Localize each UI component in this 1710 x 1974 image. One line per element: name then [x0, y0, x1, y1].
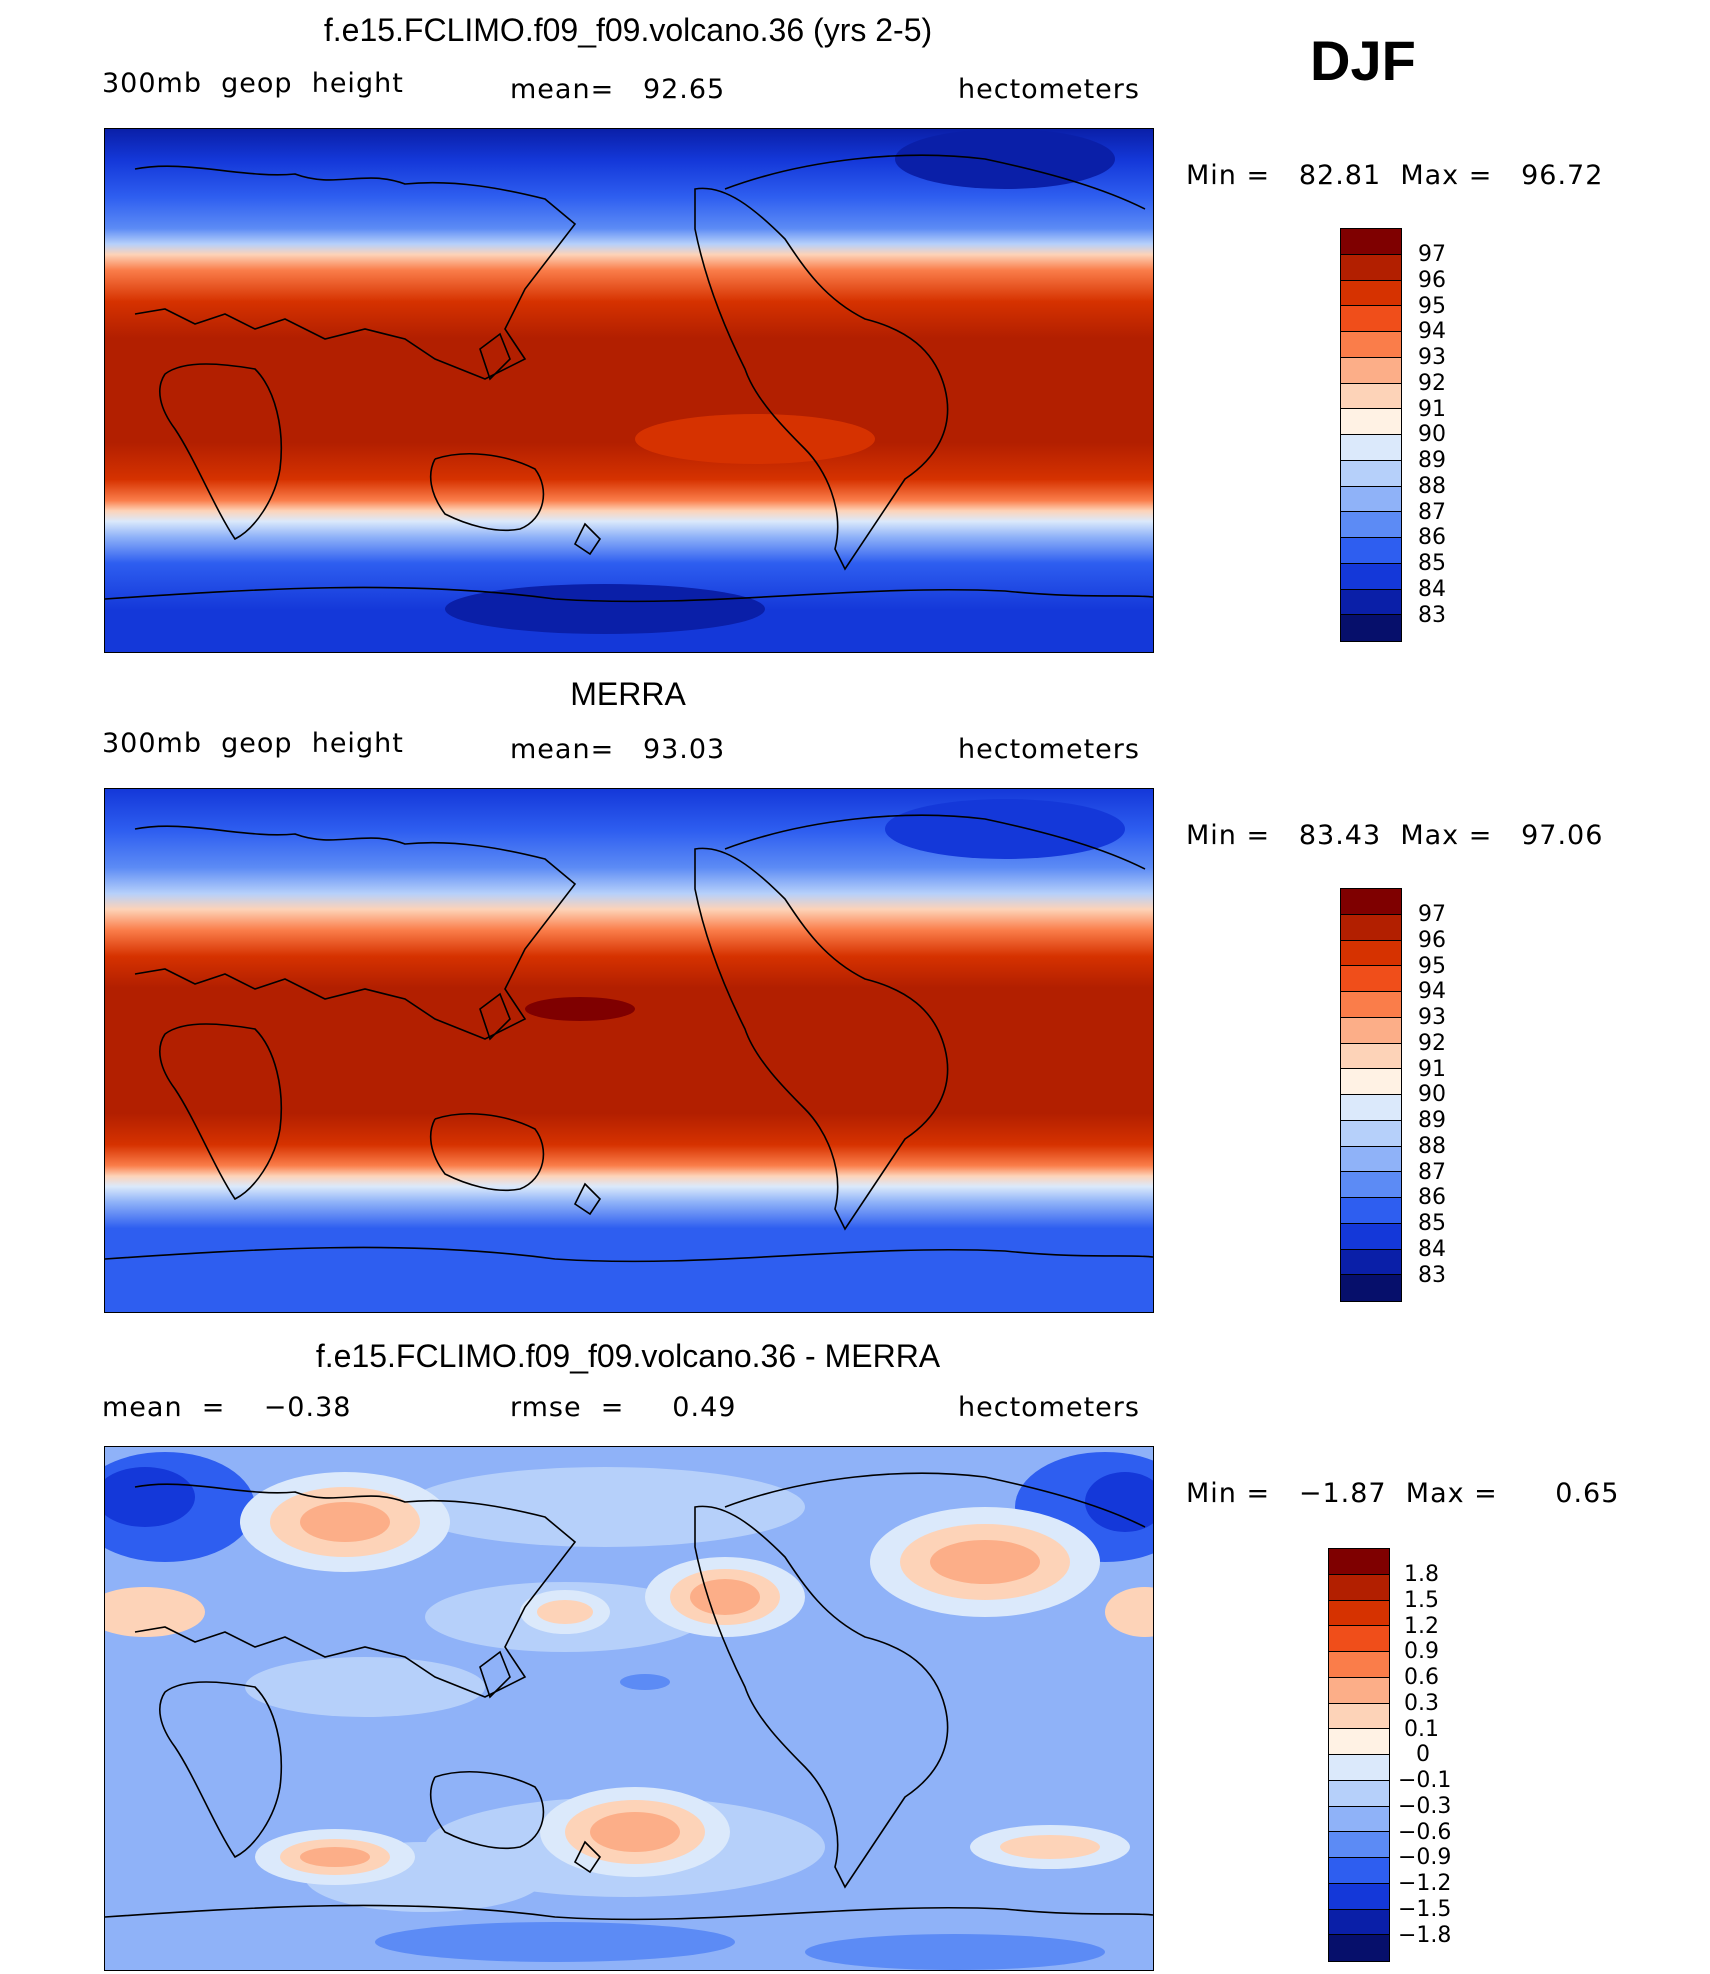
panel1-coastlines [105, 154, 1153, 603]
panel3-coastlines [105, 1472, 1153, 1921]
colorbar-tick: 95 [1418, 294, 1446, 319]
colorbar-tick: 95 [1418, 954, 1446, 979]
colorbar-tick: 91 [1418, 397, 1446, 422]
panel1-variable-label: 300mb geop height [102, 68, 404, 99]
panel2-coastlines [105, 814, 1153, 1263]
panel1-contour-field [105, 129, 1153, 652]
colorbar-tick: 0.9 [1404, 1639, 1439, 1664]
season-label: DJF [1310, 29, 1416, 92]
colorbar-tick: 94 [1418, 979, 1446, 1004]
panel2-map [104, 788, 1154, 1313]
colorbar-tick: 0 [1416, 1742, 1430, 1767]
colorbar-tick: −1.2 [1398, 1871, 1452, 1896]
colorbar-tick: 92 [1418, 1031, 1446, 1056]
colorbar-tick: −0.1 [1398, 1768, 1452, 1793]
colorbar-tick: −0.6 [1398, 1820, 1452, 1845]
panel1-mean-label: mean= 92.65 [510, 74, 726, 105]
panel2-minmax-label: Min = 83.43 Max = 97.06 [1186, 820, 1604, 851]
colorbar-tick: 85 [1418, 1211, 1446, 1236]
panel3-colorbar [1328, 1548, 1390, 1962]
panel2-variable-label: 300mb geop height [102, 728, 404, 759]
colorbar-tick: 90 [1418, 422, 1446, 447]
colorbar-tick: 85 [1418, 551, 1446, 576]
colorbar-tick: 96 [1418, 928, 1446, 953]
colorbar-tick: −1.8 [1398, 1923, 1452, 1948]
panel1-units-label: hectometers [958, 74, 1140, 105]
panel2-contour-field [105, 789, 1153, 1312]
colorbar-tick: 90 [1418, 1082, 1446, 1107]
colorbar-tick: 89 [1418, 1108, 1446, 1133]
colorbar-tick: 87 [1418, 500, 1446, 525]
panel2-mean-label: mean= 93.03 [510, 734, 726, 765]
panel2-units-label: hectometers [958, 734, 1140, 765]
colorbar-tick: 86 [1418, 1185, 1446, 1210]
panel3-map [104, 1446, 1154, 1971]
colorbar-tick: 93 [1418, 345, 1446, 370]
colorbar-tick: 83 [1418, 603, 1446, 628]
colorbar-tick: 0.1 [1404, 1717, 1439, 1742]
colorbar-tick: 88 [1418, 474, 1446, 499]
colorbar-tick: 97 [1418, 242, 1446, 267]
colorbar-tick: 84 [1418, 577, 1446, 602]
colorbar-tick: 1.2 [1404, 1614, 1439, 1639]
panel3-units-label: hectometers [958, 1392, 1140, 1423]
colorbar-tick: 88 [1418, 1134, 1446, 1159]
colorbar-tick: 94 [1418, 319, 1446, 344]
colorbar-tick: −0.3 [1398, 1794, 1452, 1819]
colorbar-tick: 89 [1418, 448, 1446, 473]
panel2-title: MERRA [570, 676, 686, 712]
panel2-colorbar [1340, 888, 1402, 1302]
panel3-contour-field [105, 1447, 1153, 1970]
colorbar-tick: 93 [1418, 1005, 1446, 1030]
panel3-minmax-label: Min = −1.87 Max = 0.65 [1186, 1478, 1620, 1509]
panel3-title: f.e15.FCLIMO.f09_f09.volcano.36 - MERRA [315, 1338, 941, 1374]
colorbar-tick: 91 [1418, 1057, 1446, 1082]
colorbar-tick: 83 [1418, 1263, 1446, 1288]
colorbar-tick: 1.5 [1404, 1588, 1439, 1613]
colorbar-tick: 0.3 [1404, 1691, 1439, 1716]
colorbar-tick: 97 [1418, 902, 1446, 927]
panel1-minmax-label: Min = 82.81 Max = 96.72 [1186, 160, 1604, 191]
colorbar-tick: 84 [1418, 1237, 1446, 1262]
panel1-colorbar [1340, 228, 1402, 642]
colorbar-tick: 0.6 [1404, 1665, 1439, 1690]
panel3-rmse-label: rmse = 0.49 [510, 1392, 737, 1423]
panel1-title: f.e15.FCLIMO.f09_f09.volcano.36 (yrs 2-5… [323, 12, 933, 48]
colorbar-tick: 87 [1418, 1160, 1446, 1185]
colorbar-tick: 96 [1418, 268, 1446, 293]
colorbar-tick: 86 [1418, 525, 1446, 550]
panel1-map [104, 128, 1154, 653]
colorbar-tick: −1.5 [1398, 1897, 1452, 1922]
colorbar-tick: 92 [1418, 371, 1446, 396]
panel3-mean-label: mean = −0.38 [102, 1392, 352, 1423]
colorbar-tick: 1.8 [1404, 1562, 1439, 1587]
colorbar-tick: −0.9 [1398, 1845, 1452, 1870]
